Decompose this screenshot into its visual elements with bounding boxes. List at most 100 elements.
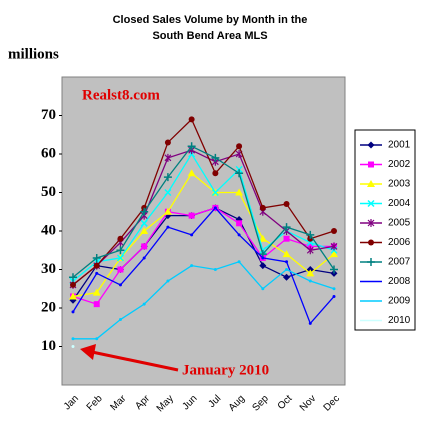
legend-marker: [367, 141, 375, 149]
marker: [164, 153, 172, 162]
marker: [308, 279, 312, 283]
marker: [330, 250, 338, 258]
legend-marker: [368, 161, 374, 168]
marker: [330, 265, 338, 274]
marker: [166, 279, 170, 283]
y-tick-label: 30: [41, 261, 56, 277]
marker: [93, 262, 100, 269]
annotation: Realst8.com: [82, 87, 160, 103]
marker: [308, 321, 312, 325]
legend-label: 2003: [388, 179, 411, 190]
marker: [95, 337, 99, 341]
x-tick-label: Nov: [298, 393, 318, 413]
legend-label: 2006: [388, 237, 411, 248]
marker: [70, 281, 76, 288]
marker: [71, 345, 75, 348]
marker: [282, 223, 291, 232]
marker: [188, 116, 195, 123]
series-line: [72, 149, 335, 286]
marker: [306, 269, 315, 277]
legend-label: 2008: [388, 276, 411, 287]
marker: [212, 170, 219, 177]
marker: [261, 287, 265, 291]
marker: [211, 188, 219, 197]
x-tick-label: Apr: [133, 393, 152, 412]
series-line: [72, 207, 334, 305]
legend-marker: [367, 219, 375, 227]
marker: [71, 310, 75, 314]
legend-marker: [368, 239, 374, 246]
legend-label: 2007: [388, 257, 411, 268]
marker: [117, 235, 124, 242]
marker: [141, 243, 148, 250]
marker: [235, 169, 244, 178]
marker: [187, 142, 196, 151]
y-tick-label: 60: [41, 145, 56, 161]
x-tick-label: Mar: [108, 393, 128, 413]
annotation: January 2010: [182, 362, 269, 378]
x-tick-label: Sep: [250, 393, 271, 414]
marker: [283, 235, 290, 242]
legend-label: 2001: [388, 140, 411, 151]
marker: [283, 273, 291, 281]
x-tick-label: Jul: [207, 393, 224, 410]
annotation-arrowhead: [80, 344, 96, 360]
x-tick-label: Jan: [62, 393, 81, 412]
marker: [69, 273, 77, 282]
marker: [235, 188, 244, 196]
marker: [211, 153, 220, 162]
marker: [261, 256, 265, 260]
legend-label: 2010: [388, 315, 411, 326]
marker: [116, 254, 124, 262]
marker: [190, 233, 194, 237]
marker: [164, 188, 172, 197]
marker: [140, 219, 148, 227]
marker: [93, 301, 100, 308]
marker: [331, 228, 337, 234]
marker: [190, 264, 194, 268]
marker: [188, 212, 195, 219]
legend-marker: [367, 180, 375, 187]
series-line: [73, 261, 335, 340]
marker: [285, 268, 289, 271]
marker: [117, 266, 124, 273]
marker: [118, 318, 122, 322]
legend: [354, 129, 416, 331]
marker: [163, 173, 172, 182]
marker: [140, 227, 149, 234]
marker: [142, 256, 146, 260]
chart-title: South Bend Area MLS: [152, 30, 267, 42]
series-line: [72, 152, 335, 282]
series-line: [72, 145, 335, 278]
marker: [142, 302, 146, 306]
legend-label: 2002: [388, 159, 411, 170]
x-tick-label: Aug: [227, 393, 247, 413]
series-line: [72, 118, 335, 286]
x-tick-label: Dec: [322, 393, 342, 413]
marker: [140, 207, 149, 216]
legend-label: 2009: [388, 296, 411, 307]
marker: [306, 230, 315, 239]
marker: [236, 220, 243, 227]
plot-area: [61, 76, 346, 386]
marker: [163, 207, 172, 215]
y-tick-label: 10: [41, 338, 56, 354]
marker: [213, 206, 217, 210]
series-line: [72, 172, 335, 298]
marker: [237, 233, 241, 237]
y-tick-label: 70: [41, 107, 56, 123]
marker: [259, 262, 267, 270]
marker: [237, 260, 241, 264]
marker: [187, 169, 196, 177]
y-tick-label: 50: [41, 184, 56, 200]
legend-marker: [367, 199, 375, 208]
marker: [282, 250, 291, 258]
marker: [332, 294, 336, 298]
x-tick-label: Oct: [276, 393, 295, 412]
y-tick-label: 20: [41, 299, 56, 315]
x-tick-label: Feb: [85, 393, 105, 413]
marker: [285, 260, 289, 264]
marker: [166, 225, 170, 229]
marker: [164, 139, 171, 146]
marker: [95, 271, 99, 275]
